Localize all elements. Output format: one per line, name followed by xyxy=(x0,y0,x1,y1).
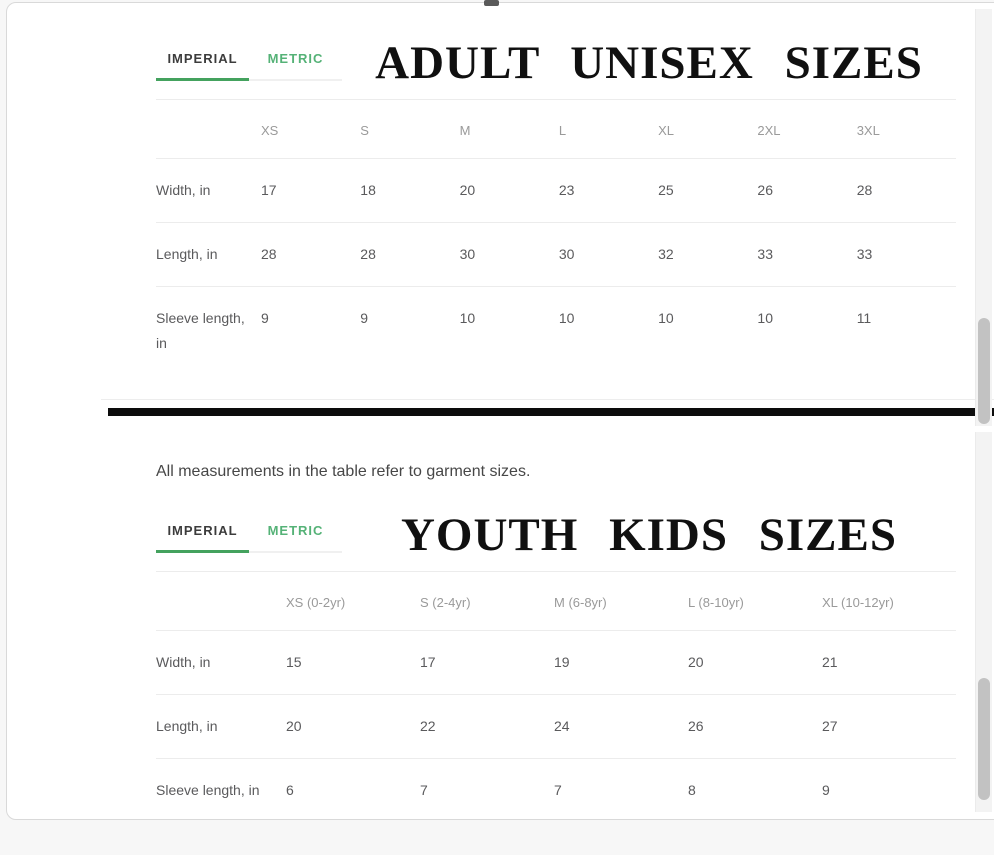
table-row: Sleeve length, in 6 7 7 8 9 xyxy=(156,759,956,820)
cell-value: 26 xyxy=(688,694,822,759)
cell-value: 18 xyxy=(360,158,460,223)
cell-value: 17 xyxy=(420,630,554,695)
measurements-note: All measurements in the table refer to g… xyxy=(156,463,531,480)
tab-metric-adult[interactable]: METRIC xyxy=(249,51,342,79)
cell-value: 20 xyxy=(688,630,822,695)
size-charts-section: IMPERIAL METRIC ADULT UNISEX SIZES xyxy=(7,3,994,820)
column-header: XS (0-2yr) xyxy=(286,571,420,631)
cell-value: 23 xyxy=(558,158,659,223)
adult-size-table: XS S M L XL 2XL 3XL Width, in 17 xyxy=(156,99,956,375)
table-header-row: XS (0-2yr) S (2-4yr) M (6-8yr) L (8-10yr… xyxy=(156,571,956,631)
cell-value: 28 xyxy=(360,222,460,287)
cell-value: 27 xyxy=(822,694,956,759)
cell-value: 30 xyxy=(558,222,659,287)
cell-value: 20 xyxy=(459,158,559,223)
cell-value: 9 xyxy=(261,310,269,326)
cell-value: 25 xyxy=(658,158,758,223)
table-row: Sleeve length, in 9 9 10 10 10 10 11 xyxy=(156,287,956,376)
table-row: Width, in 15 17 19 20 21 xyxy=(156,630,956,695)
youth-chart-title: YOUTH KIDS SIZES xyxy=(400,509,898,561)
tab-imperial-label: IMPERIAL xyxy=(167,51,238,66)
row-label: Width, in xyxy=(156,630,286,695)
row-label: Length, in xyxy=(156,222,261,287)
cell-value: 22 xyxy=(420,694,554,759)
corner-cell xyxy=(156,571,286,631)
corner-cell xyxy=(156,99,261,159)
tab-metric-label: METRIC xyxy=(267,51,324,66)
row-label: Sleeve length, in xyxy=(156,310,245,351)
row-label: Length, in xyxy=(156,694,286,759)
scrollbar-thumb-bottom[interactable] xyxy=(978,678,990,800)
row-label: Sleeve length, in xyxy=(156,782,260,798)
column-header: S xyxy=(360,99,460,159)
cell-value: 26 xyxy=(757,158,857,223)
cell-value: 28 xyxy=(261,222,361,287)
tab-metric-label: METRIC xyxy=(267,523,324,538)
active-tab-indicator xyxy=(156,550,249,553)
cell-value: 28 xyxy=(856,158,956,223)
column-header: XL (10-12yr) xyxy=(822,571,956,631)
cell-value: 30 xyxy=(459,222,559,287)
cell-value: 10 xyxy=(558,310,575,326)
cell-value: 15 xyxy=(286,630,420,695)
column-header: 2XL xyxy=(757,99,857,159)
cell-value: 20 xyxy=(286,694,420,759)
cell-value: 9 xyxy=(822,782,830,798)
cell-value: 33 xyxy=(757,222,857,287)
clipped-content-artifact xyxy=(484,0,499,6)
cell-value: 7 xyxy=(420,782,428,798)
cell-value: 9 xyxy=(360,310,369,326)
cell-value: 10 xyxy=(757,310,773,326)
cell-value: 10 xyxy=(658,310,674,326)
adult-size-chart-widget: IMPERIAL METRIC ADULT UNISEX SIZES xyxy=(101,3,994,400)
column-header: M (6-8yr) xyxy=(554,571,688,631)
column-header: S (2-4yr) xyxy=(420,571,554,631)
column-header: L (8-10yr) xyxy=(688,571,822,631)
cell-value: 19 xyxy=(554,630,688,695)
cell-value: 17 xyxy=(261,158,361,223)
table-row: Length, in 28 28 30 30 32 33 33 xyxy=(156,222,956,287)
cell-value: 7 xyxy=(554,782,562,798)
column-header: 3XL xyxy=(856,99,956,159)
row-label: Width, in xyxy=(156,158,261,223)
column-header: XL xyxy=(658,99,758,159)
column-header: M xyxy=(459,99,559,159)
table-row: Width, in 17 18 20 23 25 26 28 xyxy=(156,158,956,223)
tab-imperial-adult[interactable]: IMPERIAL xyxy=(156,51,249,81)
youth-size-chart-widget: All measurements in the table refer to g… xyxy=(101,463,994,820)
column-header: L xyxy=(558,99,659,159)
youth-unit-tabs: IMPERIAL METRIC xyxy=(156,523,342,553)
scrollbar-track-top[interactable] xyxy=(975,9,992,426)
cell-value: 24 xyxy=(554,694,688,759)
cell-value: 6 xyxy=(286,782,294,798)
adult-chart-title: ADULT UNISEX SIZES xyxy=(375,37,923,89)
section-divider xyxy=(108,408,994,416)
cell-value: 32 xyxy=(658,222,758,287)
scrollbar-track-bottom[interactable] xyxy=(975,432,992,812)
cell-value: 11 xyxy=(856,310,872,326)
active-tab-indicator xyxy=(156,78,249,81)
table-row: Length, in 20 22 24 26 27 xyxy=(156,694,956,759)
tab-imperial-youth[interactable]: IMPERIAL xyxy=(156,523,249,553)
youth-chart-header: IMPERIAL METRIC YOUTH KIDS SIZES xyxy=(156,483,956,561)
adult-chart-header: IMPERIAL METRIC ADULT UNISEX SIZES xyxy=(156,3,956,89)
tab-imperial-label: IMPERIAL xyxy=(167,523,238,538)
cell-value: 33 xyxy=(856,222,956,287)
column-header: XS xyxy=(261,99,361,159)
cell-value: 10 xyxy=(459,310,476,326)
youth-size-table: XS (0-2yr) S (2-4yr) M (6-8yr) L (8-10yr… xyxy=(156,571,956,820)
product-description-card: IMPERIAL METRIC ADULT UNISEX SIZES xyxy=(6,2,994,820)
cell-value: 21 xyxy=(822,630,956,695)
cell-value: 8 xyxy=(688,782,696,798)
tab-metric-youth[interactable]: METRIC xyxy=(249,523,342,551)
table-header-row: XS S M L XL 2XL 3XL xyxy=(156,99,956,159)
adult-unit-tabs: IMPERIAL METRIC xyxy=(156,51,342,81)
scrollbar-thumb-top[interactable] xyxy=(978,318,990,424)
